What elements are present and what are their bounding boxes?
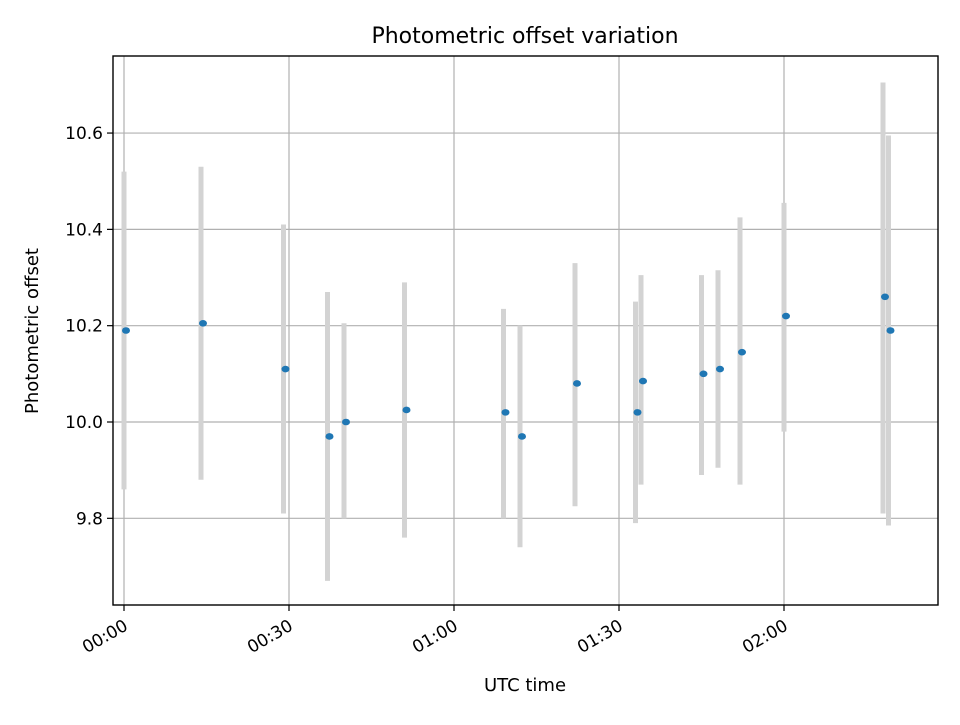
data-point (633, 409, 642, 416)
chart-title: Photometric offset variation (371, 24, 678, 49)
data-point (639, 377, 647, 385)
data-point (699, 370, 708, 378)
y-tick-label: 10.6 (65, 124, 103, 144)
data-point (881, 293, 889, 301)
data-point (738, 348, 746, 356)
y-tick-label: 9.8 (76, 509, 103, 529)
y-tick-label: 10.4 (65, 220, 103, 240)
data-point (281, 365, 290, 373)
data-point (501, 409, 510, 416)
plot-frame (112, 55, 939, 606)
y-tick-label: 10.0 (65, 413, 103, 433)
data-point (716, 365, 724, 373)
data-point (342, 418, 350, 426)
data-point (325, 433, 334, 440)
data-point (199, 319, 207, 327)
y-tick-label: 10.2 (65, 317, 103, 337)
data-points (122, 293, 895, 440)
y-axis-label: Photometric offset (22, 248, 43, 414)
data-point (886, 327, 895, 334)
data-point (122, 327, 130, 334)
data-point (402, 406, 411, 414)
data-point (782, 312, 790, 320)
data-point (518, 433, 526, 440)
x-axis-label: UTC time (484, 675, 566, 696)
data-point (573, 380, 581, 387)
